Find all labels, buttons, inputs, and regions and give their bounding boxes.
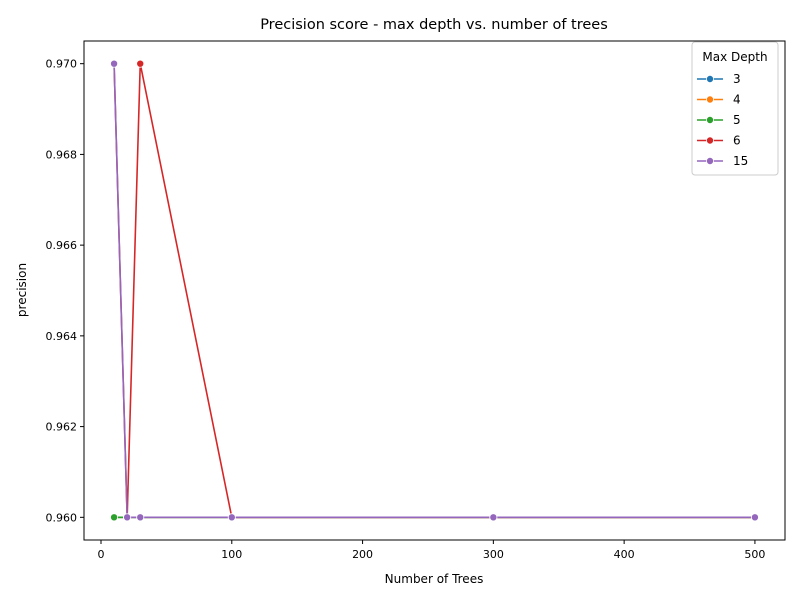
x-axis-label: Number of Trees xyxy=(385,572,484,586)
series-line xyxy=(113,63,755,519)
data-point xyxy=(750,513,759,522)
legend-marker xyxy=(706,156,715,165)
legend-item: 15 xyxy=(697,154,748,168)
y-tick-label: 0.968 xyxy=(46,148,78,161)
legend-marker xyxy=(706,136,715,145)
x-tick-label: 500 xyxy=(744,548,765,561)
legend: Max Depth 3 4 5 6 15 xyxy=(691,41,779,176)
legend-item: 5 xyxy=(697,113,741,127)
x-tick-label: 200 xyxy=(352,548,373,561)
legend-item: 4 xyxy=(697,93,741,107)
x-tick-label: 400 xyxy=(614,548,635,561)
series-15 xyxy=(110,59,759,522)
y-tick-label: 0.962 xyxy=(46,421,78,434)
data-point xyxy=(227,513,236,522)
y-axis-ticks: 0.960 0.962 0.964 0.966 0.968 0.970 xyxy=(46,58,84,524)
data-point xyxy=(110,513,119,522)
legend-label: 3 xyxy=(733,72,741,86)
y-axis-label: precision xyxy=(15,263,29,317)
legend-title: Max Depth xyxy=(702,50,767,64)
data-point xyxy=(136,513,145,522)
legend-label: 5 xyxy=(733,113,741,127)
legend-label: 15 xyxy=(733,154,748,168)
legend-label: 4 xyxy=(733,93,741,107)
chart-title: Precision score - max depth vs. number o… xyxy=(260,17,608,33)
x-tick-label: 0 xyxy=(98,548,105,561)
x-tick-label: 300 xyxy=(483,548,504,561)
legend-entries: 3 4 5 6 15 xyxy=(697,72,748,168)
legend-item: 6 xyxy=(697,134,741,148)
data-point xyxy=(123,513,132,522)
y-tick-label: 0.964 xyxy=(46,330,78,343)
y-tick-label: 0.966 xyxy=(46,239,78,252)
series-layer xyxy=(110,59,759,522)
legend-label: 6 xyxy=(733,134,741,148)
legend-item: 3 xyxy=(697,72,741,86)
y-tick-label: 0.960 xyxy=(46,511,78,524)
data-point xyxy=(136,59,145,68)
legend-marker xyxy=(706,116,715,125)
plot-frame xyxy=(83,40,786,541)
data-point xyxy=(489,513,498,522)
legend-marker xyxy=(706,75,715,84)
legend-marker xyxy=(706,95,715,104)
data-point xyxy=(110,59,119,68)
x-axis-ticks: 0 100 200 300 400 500 xyxy=(98,540,765,561)
x-tick-label: 100 xyxy=(221,548,242,561)
y-tick-label: 0.970 xyxy=(46,58,78,71)
